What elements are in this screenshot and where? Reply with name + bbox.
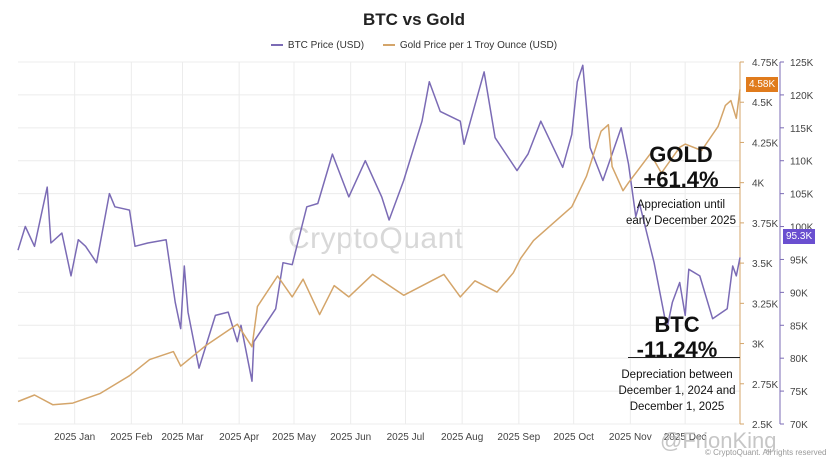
x-tick-label: 2025 Oct — [553, 432, 594, 443]
gold-last-value-tag: 4.58K — [746, 77, 779, 92]
series-line-gold — [17, 89, 741, 406]
btc-annotation-caption-1: Depreciation between — [621, 369, 733, 381]
legend-label-btc: BTC Price (USD) — [287, 40, 365, 51]
btc-axis-tick-label: 80K — [790, 354, 808, 365]
legend-item-gold[interactable]: Gold Price per 1 Troy Ounce (USD) — [382, 40, 558, 51]
btc-axis-tick-label: 125K — [790, 58, 814, 69]
chart-legend[interactable]: BTC Price (USD) Gold Price per 1 Troy Ou… — [0, 40, 828, 51]
x-tick-label: 2025 Jun — [330, 432, 371, 443]
btc-annotation-caption-3: December 1, 2025 — [629, 401, 725, 413]
gold-axis-tick-label: 2.75K — [752, 380, 778, 391]
btc-annotation-value: -11.24% — [636, 337, 718, 362]
btc-annotation-title: BTC — [654, 312, 700, 337]
btc-axis-tick-label: 90K — [790, 288, 808, 299]
gold-axis-tick-label: 3K — [752, 340, 765, 351]
btc-axis-tick-label: 75K — [790, 387, 808, 398]
btc-annotation-caption-2: December 1, 2024 and — [618, 385, 736, 397]
btc-axis-tick-label: 110K — [790, 157, 813, 168]
btc-axis-tick-label: 120K — [790, 91, 814, 102]
x-tick-label: 2025 Mar — [161, 432, 204, 443]
gold-annotation-caption-2: early December 2025 — [626, 215, 736, 227]
gold-annotation-value: +61.4% — [643, 167, 719, 192]
btc-last-value-tag: 95.3K — [783, 229, 816, 244]
gold-axis-tick-label: 4.5K — [752, 98, 773, 109]
gold-axis-tick-label: 4K — [752, 179, 765, 190]
btc-axis-tick-label: 85K — [790, 321, 808, 332]
btc-axis-tick-label: 70K — [790, 420, 808, 431]
x-tick-label: 2025 Feb — [110, 432, 153, 443]
x-tick-label: 2025 Jul — [387, 432, 425, 443]
legend-swatch-gold — [382, 44, 395, 47]
btc-axis-tick-label: 100K — [790, 223, 814, 234]
series-line-btc — [17, 64, 741, 382]
gold-axis-tick-label: 3.75K — [752, 219, 778, 230]
gold-axis-tick-label: 3.25K — [752, 299, 778, 310]
x-tick-label: 2025 Aug — [441, 432, 483, 443]
legend-swatch-btc — [270, 44, 283, 47]
x-tick-label: 2025 May — [272, 432, 316, 443]
copyright-footer: © CryptoQuant. All rights reserved — [705, 448, 827, 457]
btc-annotation: BTC -11.24% Depreciation between Decembe… — [614, 312, 740, 415]
x-tick-label: 2025 Sep — [497, 432, 540, 443]
btc-annotation-rule — [628, 357, 740, 358]
btc-axis-tick-label: 105K — [790, 190, 814, 201]
gold-axis-tick-label: 2.5K — [752, 420, 773, 431]
btc-axis-tick-label: 115K — [790, 124, 813, 135]
chart-title: BTC vs Gold — [362, 10, 465, 29]
x-tick-label: 2025 Apr — [219, 432, 260, 443]
gold-axis-tick-label: 4.25K — [752, 138, 778, 149]
gold-annotation-title: GOLD — [649, 142, 713, 167]
watermark: CryptoQuant — [288, 222, 464, 255]
gold-axis-tick-label: 3.5K — [752, 259, 773, 270]
gold-annotation: GOLD +61.4% Appreciation until early Dec… — [622, 142, 740, 229]
legend-label-gold: Gold Price per 1 Troy Ounce (USD) — [399, 40, 558, 51]
gold-annotation-caption-1: Appreciation until — [636, 199, 726, 211]
author-credit: @FrionKing — [660, 428, 777, 453]
x-tick-label: 2025 Nov — [609, 432, 652, 443]
legend-item-btc[interactable]: BTC Price (USD) — [270, 40, 365, 51]
x-tick-label: 2025 Dec — [664, 432, 707, 443]
btc-axis-tick-label: 95K — [790, 255, 808, 266]
gold-axis-tick-label: 4.75K — [752, 58, 778, 69]
gold-annotation-rule — [634, 187, 740, 188]
x-tick-label: 2025 Jan — [54, 432, 95, 443]
